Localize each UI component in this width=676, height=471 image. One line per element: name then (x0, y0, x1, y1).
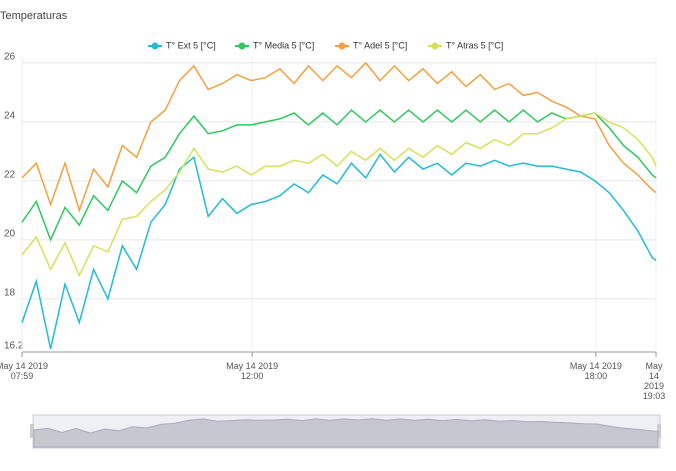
series-line (21, 112, 657, 278)
legend-label: T° Media 5 [°C] (253, 40, 314, 50)
navigator-handle[interactable] (657, 424, 661, 438)
legend-label: T° Adel 5 [°C] (353, 40, 407, 50)
y-tick-label: 22 (4, 170, 16, 181)
legend-marker (238, 42, 246, 50)
legend-marker (338, 42, 346, 50)
x-tick-label: May 14 2019 19:03 (642, 361, 666, 401)
y-tick-label: 16.2 (4, 341, 24, 352)
series-line (21, 153, 657, 350)
y-tick-label: 18 (4, 288, 16, 299)
legend-label: T° Atras 5 [°C] (446, 40, 503, 50)
legend-label: T° Ext 5 [°C] (166, 40, 216, 50)
x-tick-label: May 14 2019 18:00 (569, 361, 622, 381)
navigator-area (33, 418, 659, 448)
series-line (21, 61, 657, 213)
chart-title: Temperaturas (0, 10, 68, 22)
legend-marker (431, 42, 439, 50)
series-line (21, 109, 657, 242)
legend-marker (151, 42, 159, 50)
y-tick-label: 20 (4, 229, 16, 240)
x-tick-label: May 14 2019 07:59 (0, 361, 49, 381)
navigator-handle[interactable] (30, 424, 34, 438)
y-tick-label: 26 (4, 52, 16, 63)
y-tick-label: 24 (4, 111, 16, 122)
x-tick-label: May 14 2019 12:00 (226, 361, 279, 381)
